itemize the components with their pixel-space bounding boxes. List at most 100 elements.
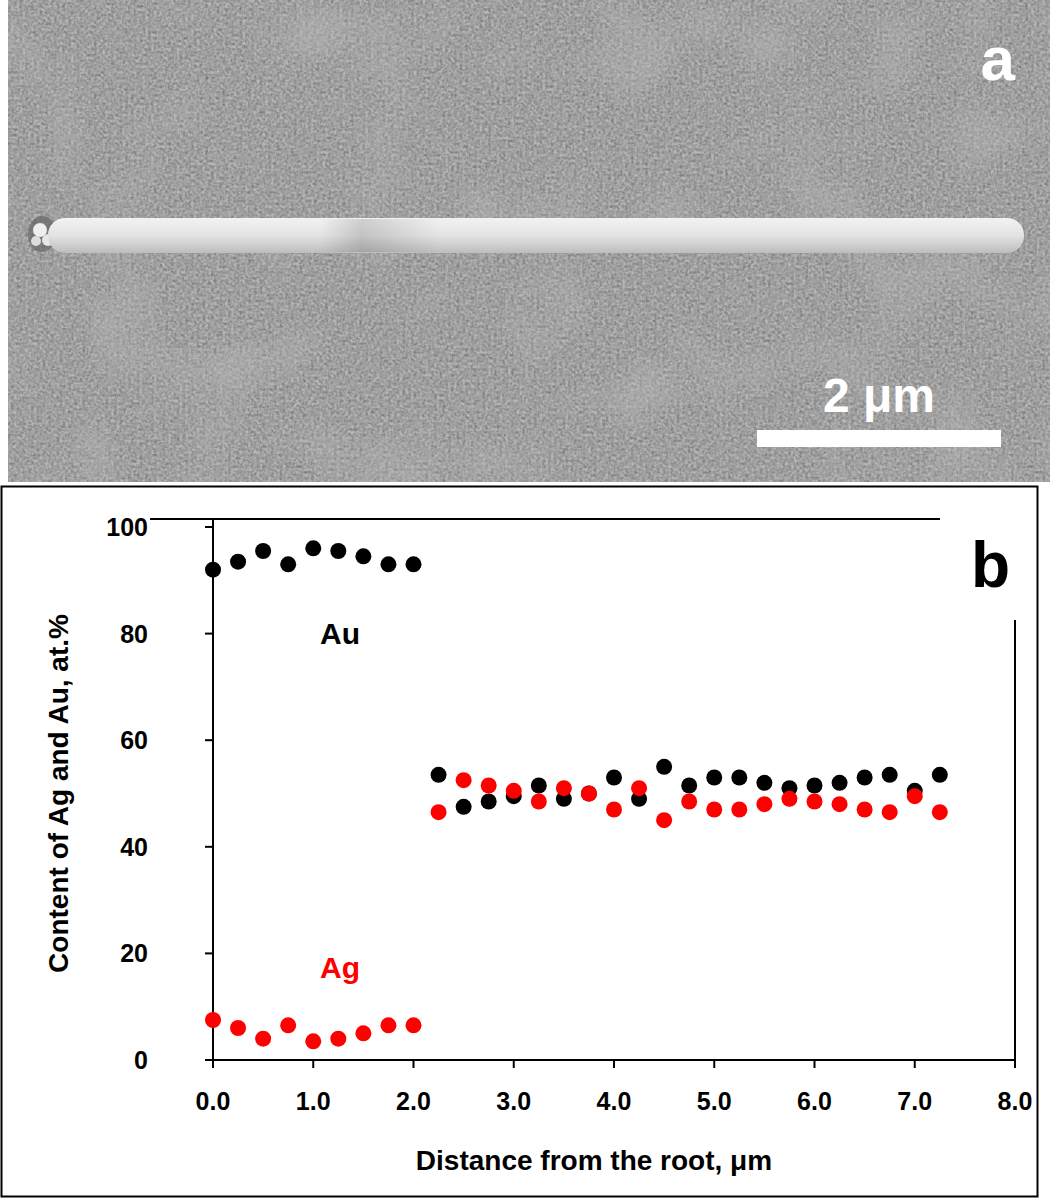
point xyxy=(756,796,772,812)
point xyxy=(606,801,622,817)
panel-label: a xyxy=(981,24,1016,93)
series-ag xyxy=(205,772,948,1049)
root-grain xyxy=(31,236,41,246)
y-tick-label: 80 xyxy=(120,620,148,648)
y-tick xyxy=(205,633,213,635)
point xyxy=(531,793,547,809)
point xyxy=(305,1033,321,1049)
x-tick-label: 6.0 xyxy=(797,1087,832,1115)
point xyxy=(781,791,797,807)
point xyxy=(380,556,396,572)
data-points xyxy=(205,540,948,1049)
point xyxy=(681,778,697,794)
sem-noise xyxy=(8,0,1050,482)
point xyxy=(305,540,321,556)
point xyxy=(255,1031,271,1047)
panel-label: b xyxy=(971,529,1010,601)
point xyxy=(731,801,747,817)
nanowire-interface xyxy=(320,219,440,252)
sem-background xyxy=(8,0,1050,482)
point xyxy=(531,778,547,794)
point xyxy=(706,770,722,786)
point xyxy=(506,783,522,799)
x-tick xyxy=(212,1060,214,1068)
point xyxy=(556,780,572,796)
point xyxy=(832,796,848,812)
point xyxy=(431,767,447,783)
point xyxy=(807,793,823,809)
x-tick xyxy=(1014,1060,1016,1068)
point xyxy=(907,788,923,804)
y-axis xyxy=(212,519,214,1060)
point xyxy=(380,1017,396,1033)
point xyxy=(481,793,497,809)
x-tick-label: 1.0 xyxy=(296,1087,331,1115)
plot-frame-right xyxy=(1014,620,1016,1060)
panel-frame xyxy=(2,487,1038,1197)
point xyxy=(731,770,747,786)
y-tick xyxy=(205,526,213,528)
point xyxy=(230,1020,246,1036)
x-tick-label: 4.0 xyxy=(597,1087,632,1115)
point xyxy=(857,770,873,786)
point xyxy=(481,778,497,794)
nanowire xyxy=(48,218,1024,253)
point xyxy=(456,799,472,815)
panel-a: a2 μm xyxy=(8,0,1050,482)
point xyxy=(255,543,271,559)
point xyxy=(706,801,722,817)
point xyxy=(280,556,296,572)
point xyxy=(932,767,948,783)
x-tick-label: 5.0 xyxy=(697,1087,732,1115)
x-tick xyxy=(914,1060,916,1068)
point xyxy=(431,804,447,820)
point xyxy=(932,804,948,820)
x-tick xyxy=(312,1060,314,1068)
x-tick-label: 7.0 xyxy=(897,1087,932,1115)
point xyxy=(355,548,371,564)
y-tick-label: 100 xyxy=(106,513,148,541)
sem-texture xyxy=(8,0,1050,482)
y-tick xyxy=(205,846,213,848)
y-tick-label: 60 xyxy=(120,726,148,754)
point xyxy=(355,1025,371,1041)
series-au xyxy=(205,540,948,815)
series-label: Au xyxy=(320,617,360,650)
point xyxy=(681,793,697,809)
y-tick xyxy=(205,1059,213,1061)
point xyxy=(756,775,772,791)
point xyxy=(280,1017,296,1033)
point xyxy=(581,786,597,802)
point xyxy=(456,772,472,788)
point xyxy=(882,767,898,783)
point xyxy=(406,1017,422,1033)
point xyxy=(330,1031,346,1047)
point xyxy=(205,1012,221,1028)
scale-bar xyxy=(757,430,1001,447)
point xyxy=(406,556,422,572)
point xyxy=(330,543,346,559)
x-tick xyxy=(713,1060,715,1068)
point xyxy=(882,804,898,820)
y-tick xyxy=(205,952,213,954)
x-tick xyxy=(613,1060,615,1068)
point xyxy=(857,801,873,817)
x-tick-label: 0.0 xyxy=(196,1087,231,1115)
y-tick xyxy=(205,739,213,741)
x-tick-label: 8.0 xyxy=(998,1087,1033,1115)
y-tick-label: 0 xyxy=(134,1046,148,1074)
point xyxy=(230,554,246,570)
x-tick xyxy=(814,1060,816,1068)
y-tick-label: 40 xyxy=(120,833,148,861)
point xyxy=(807,778,823,794)
x-axis-title: Distance from the root, μm xyxy=(416,1145,772,1176)
x-tick xyxy=(413,1060,415,1068)
point xyxy=(606,770,622,786)
y-axis-title: Content of Ag and Au, at.% xyxy=(43,614,74,973)
y-tick-label: 20 xyxy=(120,939,148,967)
series-label: Ag xyxy=(320,951,360,984)
figure: a2 μm0204060801000.01.02.03.04.05.06.07.… xyxy=(0,0,1050,1198)
point xyxy=(832,775,848,791)
plot-frame-top xyxy=(150,518,940,520)
point xyxy=(656,759,672,775)
